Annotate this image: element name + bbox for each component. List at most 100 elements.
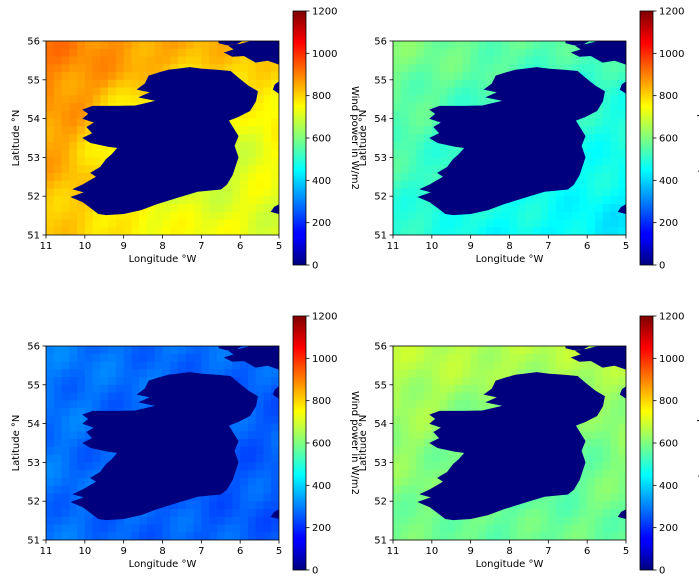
y-axis-label: Latitude °N — [358, 110, 369, 167]
y-tick-label: 52 — [27, 497, 40, 508]
x-axis-label: Longitude °W — [476, 559, 544, 570]
land-ireland — [417, 372, 605, 521]
y-tick-label: 54 — [27, 114, 40, 125]
x-tick-label: 10 — [425, 241, 438, 252]
land-galloway — [619, 386, 626, 399]
heatmap-3 — [46, 346, 279, 540]
colorbar-tick-label: 0 — [312, 566, 318, 577]
x-tick-label: 7 — [545, 241, 551, 252]
colorbar-tick-label: 200 — [659, 218, 678, 229]
y-axis-label: Latitude °N — [11, 110, 22, 167]
x-tick-label: 6 — [237, 241, 243, 252]
colorbar-tick-label: 0 — [659, 261, 665, 272]
x-tick-label: 6 — [584, 546, 590, 557]
land-galloway — [272, 386, 279, 399]
y-tick-label: 53 — [374, 458, 387, 469]
x-tick-label: 9 — [467, 546, 473, 557]
x-axis-label: Longitude °W — [476, 254, 544, 265]
x-tick-label: 5 — [623, 241, 629, 252]
colorbar-tick-label: 200 — [659, 523, 678, 534]
land-galloway — [272, 81, 279, 94]
y-tick-label: 55 — [27, 380, 40, 391]
y-axis-label: Latitude °N — [358, 415, 369, 472]
colorbar-tick-label: 1200 — [659, 7, 684, 18]
y-tick-label: 54 — [374, 419, 387, 430]
colorbar-tick-label: 400 — [312, 176, 331, 187]
colorbar-label: Wind power in W/m2 — [696, 391, 699, 495]
land-scotland — [223, 346, 279, 370]
x-axis-label: Longitude °W — [129, 254, 197, 265]
y-tick-label: 51 — [27, 231, 40, 242]
land-scotland — [570, 346, 626, 370]
y-tick-label: 53 — [27, 458, 40, 469]
colorbar-tick-label: 1000 — [659, 354, 684, 365]
x-tick-label: 11 — [40, 546, 53, 557]
panel-2: 11 10 9 8 7 6 5 51 52 53 54 55 56 Longitude °W Latitud… — [358, 7, 699, 272]
land-wales — [617, 204, 626, 215]
x-tick-label: 7 — [545, 546, 551, 557]
colorbar-tick-label: 200 — [312, 523, 331, 534]
land-ireland — [70, 372, 258, 521]
colorbar-tick-label: 400 — [659, 481, 678, 492]
land-ireland — [417, 67, 605, 216]
colorbar-tick-label: 0 — [659, 566, 665, 577]
x-tick-label: 9 — [467, 241, 473, 252]
colorbar-tick-label: 0 — [312, 261, 318, 272]
y-tick-label: 51 — [374, 231, 387, 242]
y-tick-label: 55 — [27, 75, 40, 86]
colorbar-tick-label: 600 — [312, 134, 331, 145]
colorbar-tick-label: 1200 — [312, 7, 337, 18]
colorbar-tick-label: 1200 — [659, 312, 684, 323]
y-tick-label: 55 — [374, 75, 387, 86]
y-tick-label: 52 — [374, 497, 387, 508]
x-tick-label: 5 — [276, 546, 282, 557]
x-tick-label: 6 — [237, 546, 243, 557]
y-tick-label: 56 — [374, 37, 387, 48]
y-tick-label: 55 — [374, 380, 387, 391]
colorbar-tick-label: 800 — [659, 396, 678, 407]
colorbar-tick-label: 1000 — [312, 354, 337, 365]
colorbar-tick-label: 400 — [312, 481, 331, 492]
x-tick-label: 7 — [198, 241, 204, 252]
panel-1: 11 10 9 8 7 6 5 51 52 53 54 55 56 Longitude °W Latitud… — [11, 7, 360, 272]
x-tick-label: 7 — [198, 546, 204, 557]
x-axis-label: Longitude °W — [129, 559, 197, 570]
colorbar-tick-label: 1000 — [659, 49, 684, 60]
heatmap-2 — [393, 41, 626, 235]
land-scotland — [570, 41, 626, 65]
land-wales — [270, 509, 279, 520]
x-tick-label: 11 — [40, 241, 53, 252]
colorbar-label: Wind power in W/m2 — [349, 86, 360, 190]
y-tick-label: 54 — [27, 419, 40, 430]
x-tick-label: 8 — [506, 546, 512, 557]
x-tick-label: 10 — [78, 241, 91, 252]
x-tick-label: 9 — [120, 241, 126, 252]
land-wales — [270, 204, 279, 215]
x-tick-label: 6 — [584, 241, 590, 252]
heatmap-4 — [393, 346, 626, 540]
x-tick-label: 11 — [387, 241, 400, 252]
land-ireland — [70, 67, 258, 216]
colorbar-tick-label: 1200 — [312, 312, 337, 323]
x-tick-label: 5 — [276, 241, 282, 252]
colorbar-tick-label: 400 — [659, 176, 678, 187]
panel-3: 11 10 9 8 7 6 5 51 52 53 54 55 56 Longitude °W Latitud… — [11, 312, 360, 577]
land-galloway — [619, 81, 626, 94]
colorbar-tick-label: 200 — [312, 218, 331, 229]
y-tick-label: 56 — [27, 37, 40, 48]
y-tick-label: 51 — [374, 536, 387, 547]
colorbar — [639, 315, 654, 571]
colorbar-tick-label: 600 — [659, 134, 678, 145]
y-tick-label: 54 — [374, 114, 387, 125]
colorbar-tick-label: 600 — [659, 439, 678, 450]
y-tick-label: 51 — [27, 536, 40, 547]
y-tick-label: 52 — [374, 192, 387, 203]
colorbar-tick-label: 600 — [312, 439, 331, 450]
land-wales — [617, 509, 626, 520]
x-tick-label: 10 — [425, 546, 438, 557]
colorbar-tick-label: 800 — [659, 91, 678, 102]
y-tick-label: 53 — [374, 153, 387, 164]
heatmap-1 — [46, 41, 279, 235]
y-axis-label: Latitude °N — [11, 415, 22, 472]
